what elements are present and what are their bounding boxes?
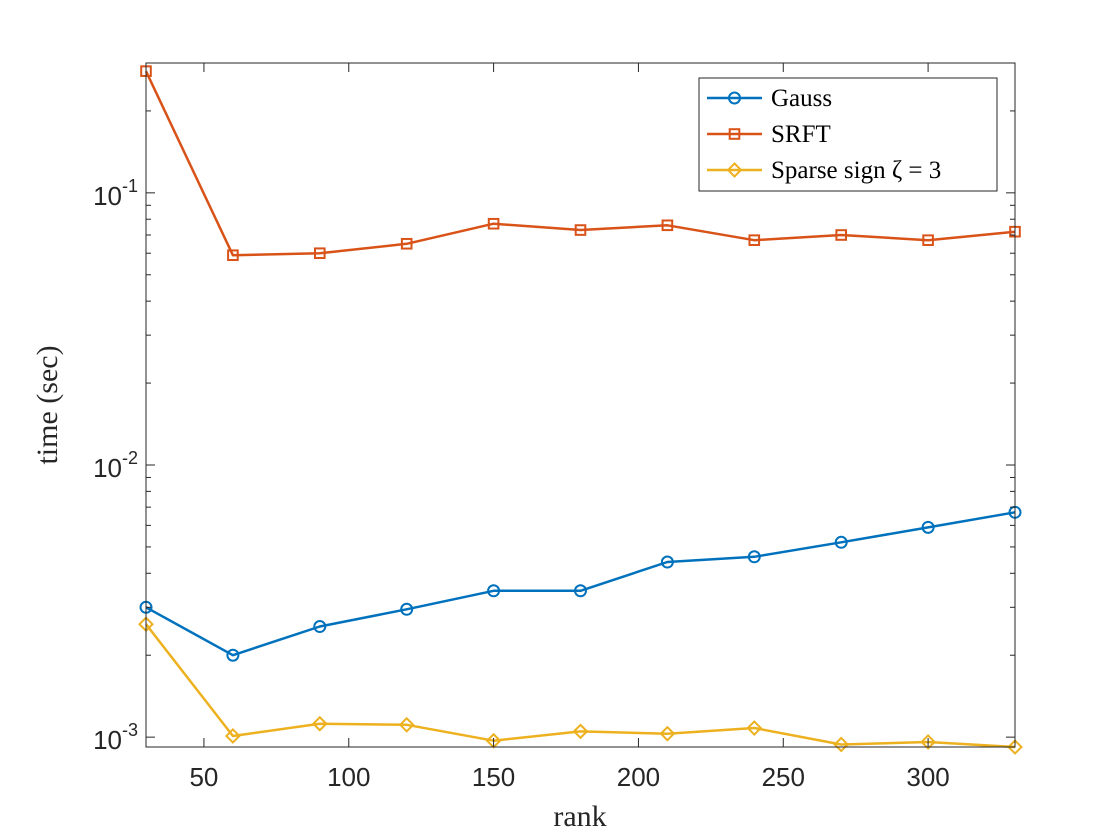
data-point-marker <box>659 725 676 742</box>
legend-marker <box>726 162 743 178</box>
data-point-marker <box>311 715 328 732</box>
data-point-marker <box>572 723 589 740</box>
y-tick-label: 10-1 <box>93 176 138 211</box>
data-point-marker <box>400 602 414 616</box>
data-point-marker <box>834 535 848 549</box>
y-axis-label: time (sec) <box>31 345 64 464</box>
legend-label: SRFT <box>771 121 831 148</box>
series-1 <box>139 505 1022 662</box>
data-point-marker <box>835 229 848 241</box>
data-point-marker <box>487 584 501 598</box>
series-line <box>145 623 1016 749</box>
y-tick-label: 10-2 <box>93 448 138 483</box>
data-point-marker <box>487 217 500 230</box>
series-line <box>144 70 1016 257</box>
data-point-marker <box>574 584 587 598</box>
legend-label: Gauss <box>771 85 832 112</box>
data-point-marker <box>921 520 935 534</box>
legend-marker <box>728 128 741 140</box>
data-point-marker <box>313 620 327 634</box>
data-point-marker <box>920 734 937 750</box>
data-point-marker <box>661 219 674 232</box>
data-point-marker <box>833 736 850 753</box>
axes-box <box>145 62 1016 748</box>
x-tick-labels: 50 100 150 200 250 300 <box>189 762 949 792</box>
data-point-marker <box>398 716 415 733</box>
series-line <box>145 511 1016 657</box>
data-point-marker <box>400 237 413 250</box>
legend-marker <box>728 91 741 105</box>
legend-entry: Gauss <box>707 85 832 112</box>
y-tick-labels: 10-3 10-2 10-1 <box>93 176 138 755</box>
legend: Gauss SRFT Sparse sign ζ = 3 <box>698 77 998 192</box>
x-tick-label: 150 <box>472 762 515 792</box>
data-point-marker <box>314 247 326 260</box>
data-point-marker <box>746 720 763 736</box>
x-tick-label: 50 <box>189 762 218 792</box>
data-point-marker <box>748 234 761 246</box>
x-tick-label: 200 <box>617 762 660 792</box>
data-point-marker <box>747 550 761 564</box>
series-2 <box>140 65 1021 262</box>
data-point-marker <box>226 648 240 662</box>
data-point-marker <box>227 249 239 262</box>
x-tick-label: 250 <box>762 762 805 792</box>
data-point-marker <box>1007 739 1023 755</box>
legend-entry: Sparse sign ζ = 3 <box>707 157 941 184</box>
data-point-marker <box>922 234 934 246</box>
data-point-marker <box>224 728 241 744</box>
legend-label: Sparse sign ζ = 3 <box>771 157 941 184</box>
data-point-marker <box>574 224 587 236</box>
legend-items: Gauss SRFT Sparse sign ζ = 3 <box>707 85 941 184</box>
data-point-marker <box>660 555 674 569</box>
x-axis-label: rank <box>553 800 606 833</box>
x-tick-label: 100 <box>327 762 370 792</box>
y-tick-label: 10-3 <box>93 720 138 755</box>
legend-entry: SRFT <box>707 121 831 148</box>
ticks-layer <box>146 63 1015 747</box>
x-tick-label: 300 <box>906 762 949 792</box>
